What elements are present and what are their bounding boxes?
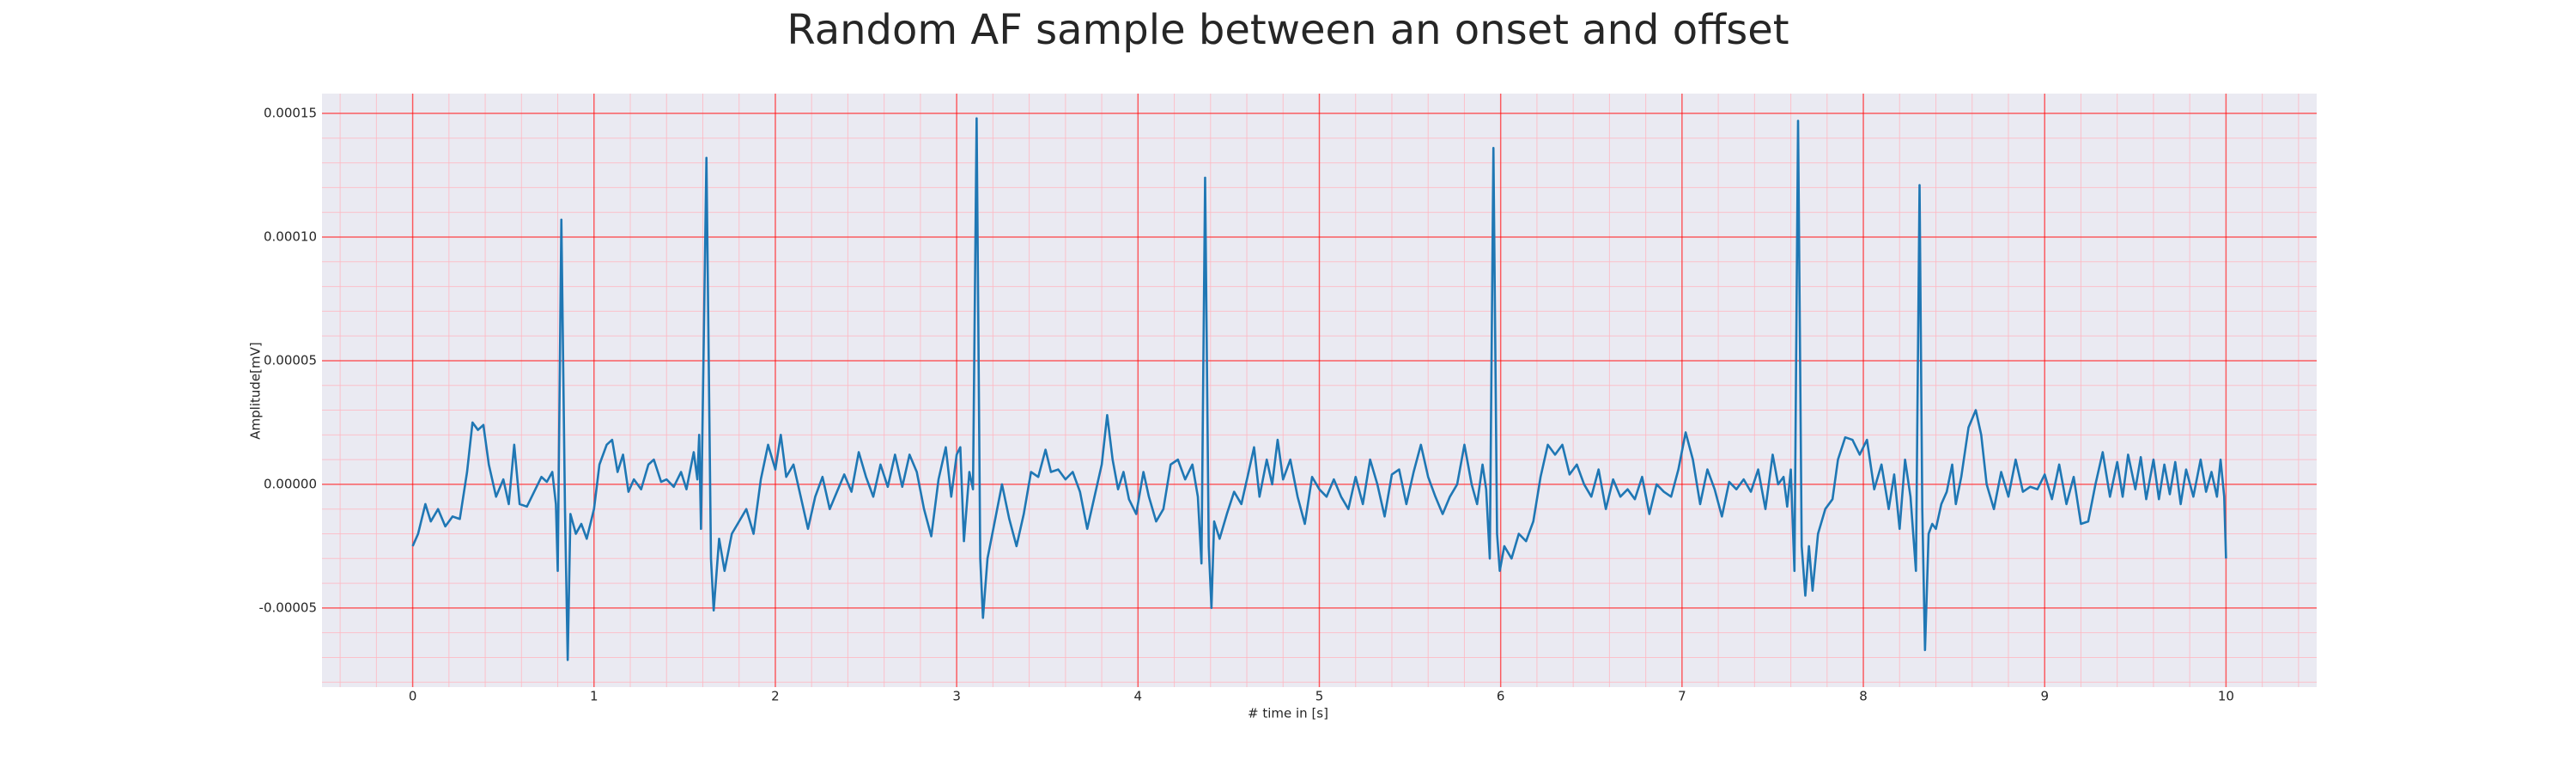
- signal-line: [411, 117, 2227, 661]
- x-tick-label: 5: [1315, 689, 1324, 704]
- x-tick-label: 6: [1497, 689, 1505, 704]
- x-tick-label: 7: [1678, 689, 1686, 704]
- y-tick-label: 0.00010: [264, 228, 317, 244]
- x-tick-label: 3: [952, 689, 961, 704]
- chart-title: Random AF sample between an onset and of…: [787, 6, 1789, 54]
- x-tick-label: 8: [1859, 689, 1868, 704]
- y-tick-label: 0.00000: [264, 476, 317, 491]
- y-tick-label: -0.00005: [259, 600, 317, 615]
- x-tick-label: 4: [1134, 689, 1143, 704]
- y-tick-label: 0.00015: [264, 106, 317, 121]
- y-tick-label: 0.00005: [264, 352, 317, 368]
- x-tick-label: 10: [2218, 689, 2234, 704]
- y-axis-label: Amplitude[mV]: [248, 342, 264, 439]
- x-tick-label: 9: [2040, 689, 2049, 704]
- x-axis-label: # time in [s]: [1248, 706, 1328, 721]
- x-tick-label: 0: [409, 689, 417, 704]
- x-tick-label: 1: [590, 689, 598, 704]
- x-tick-label: 2: [771, 689, 780, 704]
